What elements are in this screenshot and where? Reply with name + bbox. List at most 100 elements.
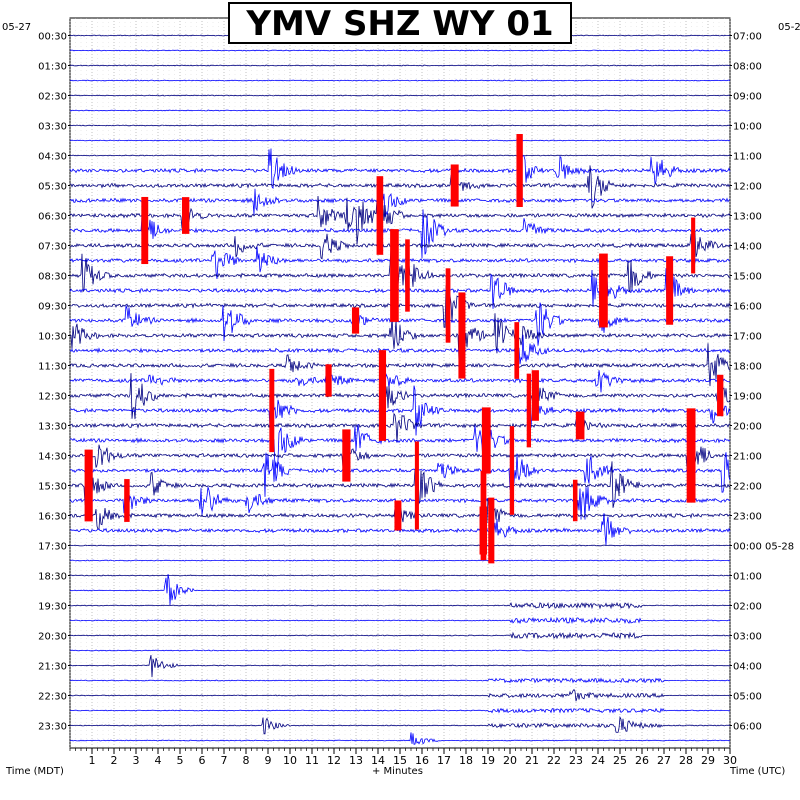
right-tick-label: 13:00	[733, 212, 762, 223]
x-tick-label: 13	[349, 754, 363, 767]
x-tick-label: 6	[199, 754, 206, 767]
left-tick-label: 05:30	[38, 182, 67, 193]
trace-row	[69, 649, 731, 652]
left-tick-label: 16:30	[38, 512, 67, 523]
clip-spike	[691, 217, 696, 274]
trace-row	[69, 732, 730, 745]
trace-row	[69, 148, 731, 190]
clip-spike	[124, 479, 130, 522]
trace-row	[69, 246, 731, 280]
x-axis-label: + Minutes	[372, 766, 423, 777]
left-tick-label: 06:30	[38, 212, 67, 223]
trace-row	[69, 343, 731, 387]
x-tick-label: 20	[503, 754, 517, 767]
left-tick-label: 14:30	[38, 452, 67, 463]
x-tick-label: 28	[679, 754, 693, 767]
left-tick-label: 08:30	[38, 272, 67, 283]
left-tick-label: 09:30	[38, 302, 67, 313]
trace-row	[69, 677, 730, 684]
x-tick-label: 27	[657, 754, 671, 767]
clip-spike	[488, 497, 495, 564]
left-tick-label: 17:30	[38, 542, 67, 553]
clip-spike	[481, 407, 491, 474]
trace-row	[69, 247, 731, 294]
trace-row	[70, 544, 731, 547]
right-tick-label: 22:00	[733, 482, 762, 493]
clip-spike	[351, 307, 360, 334]
clip-spike	[479, 506, 488, 555]
trace-row	[69, 452, 731, 497]
trace-row	[70, 574, 731, 577]
left-tick-label: 13:30	[38, 422, 67, 433]
trace-row	[69, 412, 731, 443]
right-tick-label: 06:00	[733, 722, 762, 733]
clip-spike	[458, 292, 466, 379]
left-tick-label: 00:30	[38, 32, 67, 43]
x-tick-label: 22	[547, 754, 561, 767]
trace-row	[69, 165, 731, 209]
x-tick-label: 26	[635, 754, 649, 767]
clip-spike	[405, 239, 410, 312]
clip-spike	[599, 253, 608, 328]
trace-row	[69, 209, 731, 259]
x-tick-label: 15	[393, 754, 407, 767]
x-tick-label: 14	[371, 754, 385, 767]
left-tick-label: 03:30	[38, 122, 67, 133]
x-tick-label: 1	[89, 754, 96, 767]
clip-spike	[342, 429, 351, 482]
trace-row	[69, 109, 730, 112]
trace-row	[69, 631, 731, 640]
x-tick-label: 7	[221, 754, 228, 767]
right-tick-label: 19:00	[733, 392, 762, 403]
right-tick-label: 12:00	[733, 182, 762, 193]
trace-row	[69, 231, 731, 260]
trace-row	[69, 139, 731, 142]
trace-row	[69, 461, 731, 512]
clip-spike	[575, 411, 585, 440]
trace-row	[69, 373, 731, 420]
right-tick-label: 20:00	[733, 422, 762, 433]
trace-row	[69, 616, 731, 625]
right-axis-label: Time (UTC)	[730, 766, 786, 777]
x-tick-label: 18	[459, 754, 473, 767]
right-tick-label: 16:00	[733, 302, 762, 313]
left-tick-label: 04:30	[38, 152, 67, 163]
clip-spike	[414, 441, 419, 530]
clip-spike	[376, 176, 384, 255]
clip-spike	[269, 368, 275, 453]
clip-spike	[390, 229, 399, 322]
trace-row	[69, 424, 731, 470]
trace-row	[69, 574, 731, 605]
x-tick-label: 12	[327, 754, 341, 767]
left-tick-label: 15:30	[38, 482, 67, 493]
clip-spike	[516, 134, 523, 207]
clip-spike	[84, 449, 93, 522]
trace-row	[69, 437, 731, 470]
x-tick-label: 19	[481, 754, 495, 767]
clip-spike	[181, 197, 190, 234]
x-tick-label: 24	[591, 754, 605, 767]
right-tick-label: 05:00	[733, 692, 762, 703]
right-tick-label: 15:00	[733, 272, 762, 283]
x-tick-label: 2	[111, 754, 118, 767]
right-tick-label: 10:00	[733, 122, 762, 133]
x-tick-label: 30	[723, 754, 737, 767]
right-tick-label: 09:00	[733, 92, 762, 103]
left-tick-label: 20:30	[38, 632, 67, 643]
clip-spike	[686, 408, 696, 503]
x-tick-label: 9	[265, 754, 272, 767]
trace-row	[69, 124, 730, 127]
right-tick-label: 07:00	[733, 32, 762, 43]
left-tick-label: 19:30	[38, 602, 67, 613]
clip-spike	[572, 479, 578, 522]
left-tick-label: 01:30	[38, 62, 67, 73]
trace-row	[69, 715, 731, 735]
trace-row	[69, 513, 731, 546]
trace-row	[69, 154, 730, 157]
x-tick-label: 3	[133, 754, 140, 767]
left-tick-label: 11:30	[38, 362, 67, 373]
trace-row	[69, 655, 730, 678]
trace-row	[70, 602, 731, 610]
x-tick-label: 10	[283, 754, 297, 767]
